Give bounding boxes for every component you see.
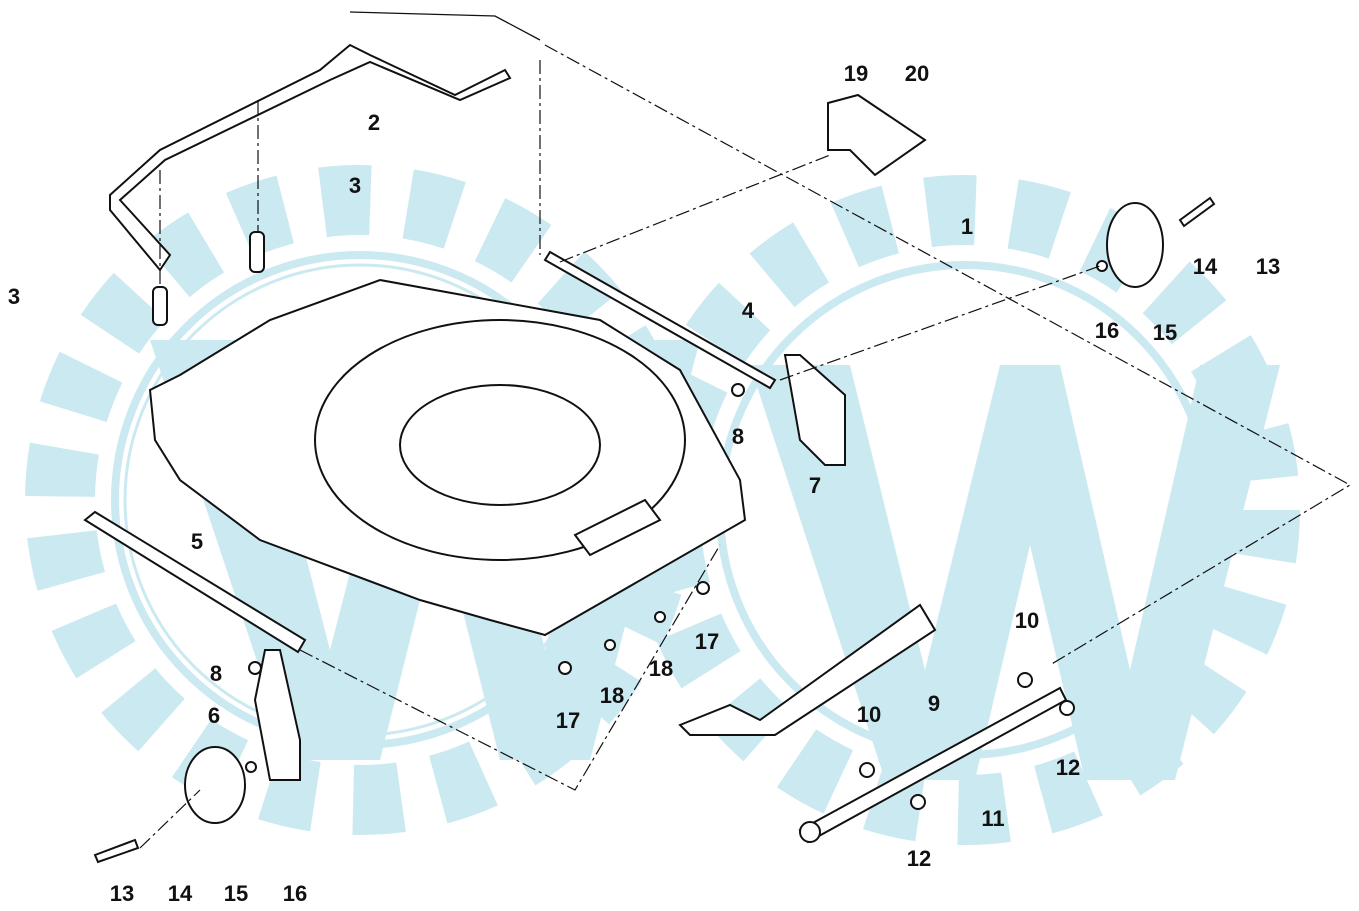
callout-label: 5 — [191, 529, 203, 554]
callout-label: 18 — [649, 656, 673, 681]
callout-label: 14 — [168, 881, 193, 906]
guard-19 — [827, 93, 927, 177]
washer-16 — [1096, 260, 1108, 272]
nut-12 — [910, 794, 926, 810]
nut-18 — [654, 611, 666, 623]
callout-label: 16 — [283, 881, 307, 906]
leader-line — [349, 11, 541, 41]
axle-9 — [678, 603, 937, 736]
callout-label: 3 — [349, 173, 361, 198]
callout-label: 15 — [224, 881, 248, 906]
wheel-15 — [1106, 202, 1164, 288]
blade-housing — [399, 384, 601, 506]
callout-label: 3 — [8, 284, 20, 309]
lever-5 — [83, 510, 307, 654]
nut-18 — [604, 639, 616, 651]
callout-label: 12 — [1056, 755, 1080, 780]
callout-label: 10 — [857, 702, 881, 727]
callout-label: 17 — [695, 629, 719, 654]
washer-8 — [731, 383, 745, 397]
gear-right — [630, 175, 1300, 845]
nut-10 — [1017, 672, 1033, 688]
callout-label: 16 — [1095, 318, 1119, 343]
callout-label: 7 — [809, 473, 821, 498]
washer-17 — [696, 581, 710, 595]
callout-label: 6 — [208, 703, 220, 728]
guide-line — [779, 265, 1101, 381]
plate-7 — [783, 354, 846, 466]
drawing — [83, 11, 1352, 864]
bracket — [152, 286, 168, 326]
w-right — [750, 365, 1280, 780]
callout-label: 4 — [742, 298, 755, 323]
callout-label: 15 — [1153, 320, 1177, 345]
callout-label: 18 — [600, 683, 624, 708]
washer-17 — [558, 661, 572, 675]
axle-end — [799, 821, 821, 843]
callout-label: 1 — [961, 214, 973, 239]
callout-label: 17 — [556, 708, 580, 733]
handle-bar — [109, 43, 512, 272]
callout-label: 2 — [368, 110, 380, 135]
callout-label: 10 — [1015, 608, 1039, 633]
nut-12 — [1059, 700, 1075, 716]
lever-4 — [543, 250, 777, 390]
callout-label: 8 — [210, 661, 222, 686]
callout-label: 20 — [905, 61, 929, 86]
nut-10 — [859, 762, 875, 778]
washer-8 — [248, 661, 262, 675]
bolt-13 — [93, 838, 140, 864]
callout-label: 13 — [1256, 254, 1280, 279]
callout-label: 9 — [928, 691, 940, 716]
deck-outline — [544, 44, 1352, 666]
washer-16 — [245, 761, 257, 773]
callout-label: 13 — [110, 881, 134, 906]
logo-plate — [573, 498, 662, 557]
guide-line — [559, 154, 831, 263]
callout-label: 14 — [1193, 254, 1218, 279]
callout-label: 11 — [981, 806, 1004, 831]
bracket — [249, 231, 265, 273]
callout-label: 12 — [907, 846, 931, 871]
guide-line — [299, 544, 721, 791]
plate-6 — [253, 649, 301, 781]
bolt-13 — [1178, 196, 1216, 228]
wheel-15 — [184, 746, 246, 824]
guide-line — [139, 789, 201, 849]
callout-label: 8 — [732, 424, 744, 449]
callout-label: 19 — [844, 61, 868, 86]
